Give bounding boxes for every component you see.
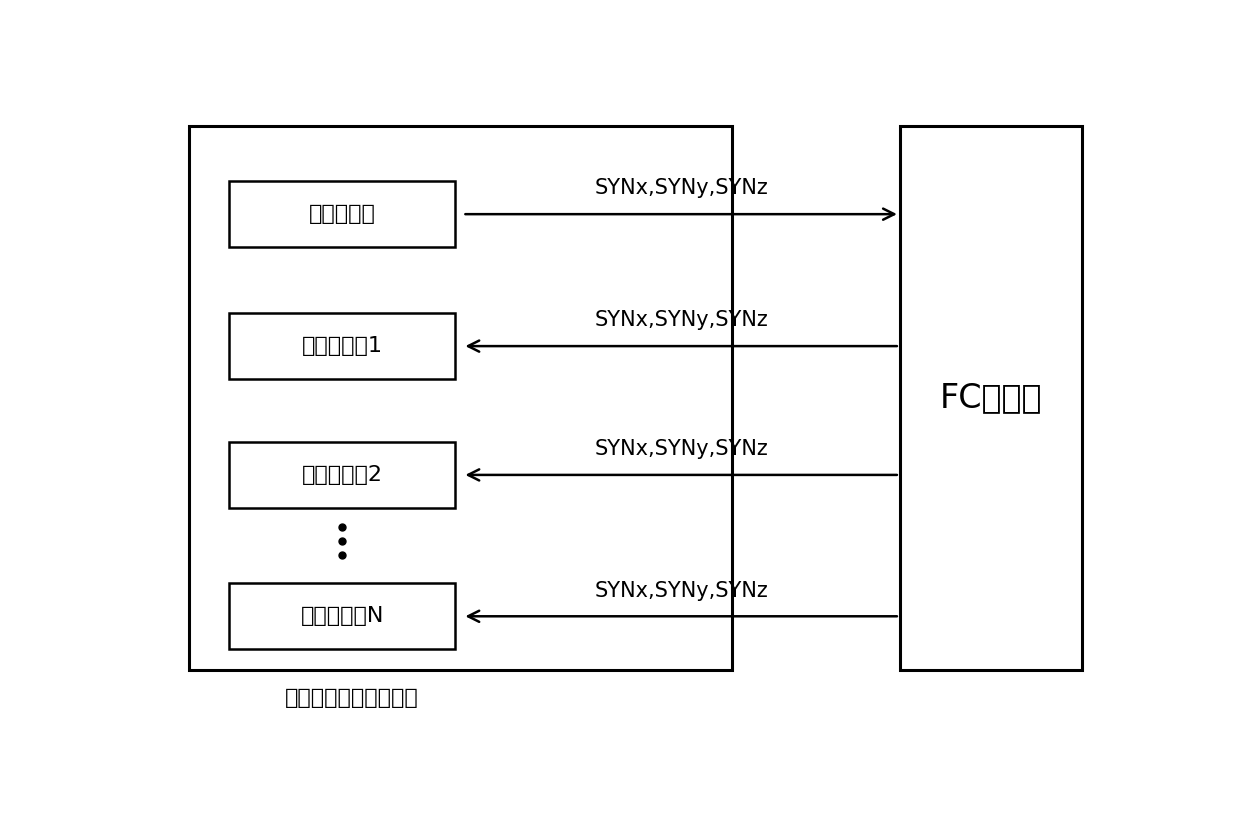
Text: 时钟客户端1: 时钟客户端1 [301, 336, 383, 356]
Text: 时钟客户端2: 时钟客户端2 [301, 465, 383, 485]
Bar [229, 442, 455, 508]
Text: SYNx,SYNy,SYNz: SYNx,SYNy,SYNz [594, 580, 768, 601]
Text: SYNx,SYNy,SYNz: SYNx,SYNy,SYNz [594, 310, 768, 330]
Text: FC交换机: FC交换机 [940, 381, 1043, 415]
Bar [229, 181, 455, 247]
Bar [229, 583, 455, 650]
Text: 时钟同步精度测试装置: 时钟同步精度测试装置 [285, 688, 419, 708]
Bar [900, 126, 1083, 670]
Text: SYNx,SYNy,SYNz: SYNx,SYNy,SYNz [594, 439, 768, 459]
Text: 时钟客户端N: 时钟客户端N [301, 606, 384, 627]
Bar [188, 126, 732, 670]
Text: 时钟服务器: 时钟服务器 [309, 204, 376, 224]
Text: SYNx,SYNy,SYNz: SYNx,SYNy,SYNz [594, 179, 768, 198]
Bar [229, 313, 455, 379]
